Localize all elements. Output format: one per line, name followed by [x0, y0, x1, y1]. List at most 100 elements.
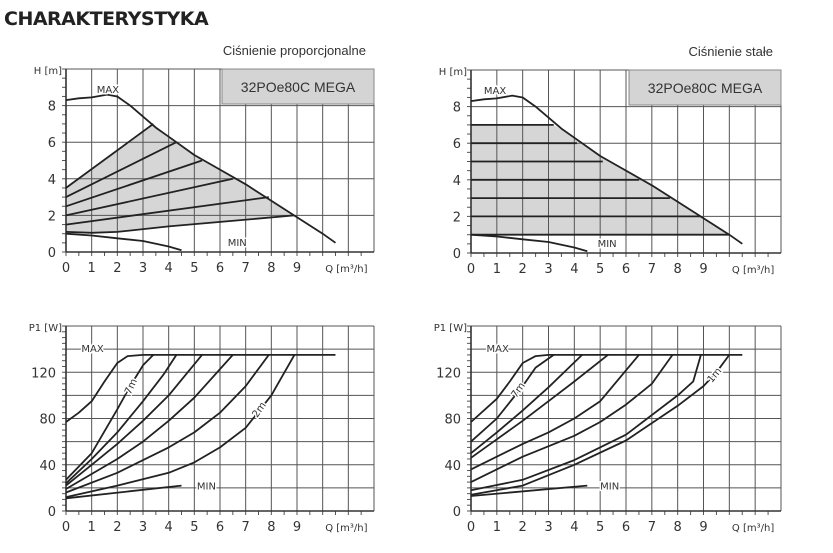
- x-tick-label: 8: [267, 261, 275, 276]
- y-axis-label: H [m]: [34, 66, 62, 77]
- x-tick-label: 8: [674, 262, 682, 277]
- y-axis-label: P1 [W]: [434, 323, 467, 334]
- series-6m: [470, 354, 583, 454]
- x-tick-label: 6: [216, 520, 224, 535]
- x-tick-label: 5: [596, 520, 604, 535]
- series-3m: [65, 354, 270, 494]
- x-tick-label: 9: [699, 262, 707, 277]
- y-tick-label: 120: [31, 366, 56, 381]
- y-tick-label: 6: [48, 136, 56, 151]
- y-tick-label: 80: [444, 413, 461, 428]
- series-label-MIN: MIN: [598, 239, 617, 250]
- series-label-MAX: MAX: [484, 86, 506, 97]
- x-tick-label: 1: [88, 261, 96, 276]
- x-tick-label: 9: [293, 520, 301, 535]
- x-tick-label: 8: [674, 520, 682, 535]
- y-tick-label: 40: [444, 459, 461, 474]
- x-tick-label: 2: [519, 262, 527, 277]
- y-axis-label: H [m]: [439, 67, 467, 78]
- y-tick-label: 0: [453, 505, 461, 520]
- series-6m: [65, 354, 178, 484]
- x-tick-label: 6: [216, 261, 224, 276]
- x-tick-label: 2: [519, 520, 527, 535]
- series-label-MAX: MAX: [487, 344, 509, 355]
- x-tick-label: 7: [648, 262, 656, 277]
- series-5m: [470, 354, 609, 459]
- series-MAX: [65, 93, 337, 244]
- x-tick-label: 0: [62, 520, 70, 535]
- x-tick-label: 9: [293, 261, 301, 276]
- model-label: 32POe80C MEGA: [241, 79, 356, 95]
- series-7m: [65, 123, 154, 189]
- x-axis-label: Q [m³/h]: [325, 523, 367, 534]
- x-tick-label: 9: [699, 520, 707, 535]
- chart-subtitle: Ciśnienie proporcjonalne: [223, 43, 366, 58]
- series-MAX: [470, 94, 743, 245]
- series-label-MAX: MAX: [81, 344, 103, 355]
- chart-h-const: 32POe80C MEGA Ciśnienie stałe 0 1 2 3 4 5 6 7 8 9 0 2…: [439, 44, 782, 277]
- y-tick-label: 2: [48, 209, 56, 224]
- series-3m: [65, 196, 269, 226]
- x-axis-label: Q [m³/h]: [732, 265, 774, 276]
- series-4m: [65, 354, 234, 490]
- y-axis-label: P1 [W]: [29, 323, 62, 334]
- y-tick-label: 4: [453, 174, 461, 189]
- x-tick-label: 5: [190, 520, 198, 535]
- x-axis-label: Q [m³/h]: [732, 523, 774, 534]
- chart-h-prop: 32POe80C MEGA Ciśnienie proporcjonalne 0 1 2…: [34, 43, 375, 276]
- y-tick-label: 0: [48, 505, 56, 520]
- series-2m: [65, 214, 295, 234]
- x-tick-label: 2: [113, 520, 121, 535]
- x-tick-label: 7: [242, 520, 250, 535]
- y-tick-label: 80: [39, 413, 56, 428]
- series-label-1m: 1m: [706, 366, 725, 385]
- y-tick-label: 4: [48, 173, 56, 188]
- y-tick-label: 6: [453, 137, 461, 152]
- series-MAX: [65, 353, 336, 423]
- x-tick-label: 5: [190, 261, 198, 276]
- x-tick-label: 7: [242, 261, 250, 276]
- series-6m: [65, 141, 177, 198]
- y-tick-label: 8: [48, 100, 56, 115]
- series-1m: [470, 354, 731, 496]
- series-2m: [65, 354, 296, 498]
- series-7m: [470, 354, 555, 443]
- x-tick-label: 0: [467, 520, 475, 535]
- model-box: [221, 68, 375, 105]
- y-tick-label: 0: [48, 246, 56, 261]
- series-5m: [65, 159, 203, 208]
- x-tick-label: 2: [113, 261, 121, 276]
- series-MIN: [470, 484, 588, 497]
- series-5m: [65, 354, 203, 487]
- series-3m: [470, 354, 674, 483]
- series-MIN: [470, 233, 588, 253]
- series-2m: [470, 354, 702, 492]
- series-4m: [470, 354, 640, 471]
- series-MIN: [65, 232, 182, 252]
- x-tick-label: 3: [139, 520, 147, 535]
- x-tick-label: 1: [493, 520, 501, 535]
- series-label-7m: 7m: [123, 377, 140, 396]
- series-label-MIN: MIN: [228, 238, 247, 249]
- x-tick-label: 3: [544, 262, 552, 277]
- x-tick-label: 8: [267, 520, 275, 535]
- page-title: CHARAKTERYSTYKA: [4, 8, 209, 30]
- x-tick-label: 5: [596, 262, 604, 277]
- y-tick-label: 120: [436, 366, 461, 381]
- series-4m: [65, 177, 233, 217]
- series-label-MAX: MAX: [97, 85, 119, 96]
- x-tick-label: 4: [570, 262, 578, 277]
- x-tick-label: 6: [622, 520, 630, 535]
- y-tick-label: 40: [39, 459, 56, 474]
- y-tick-label: 2: [453, 210, 461, 225]
- x-tick-label: 3: [544, 520, 552, 535]
- chart-subtitle: Ciśnienie stałe: [688, 44, 773, 59]
- x-tick-label: 4: [165, 520, 173, 535]
- x-tick-label: 6: [622, 262, 630, 277]
- x-tick-label: 0: [62, 261, 70, 276]
- series-MAX: [470, 353, 743, 423]
- x-tick-label: 3: [139, 261, 147, 276]
